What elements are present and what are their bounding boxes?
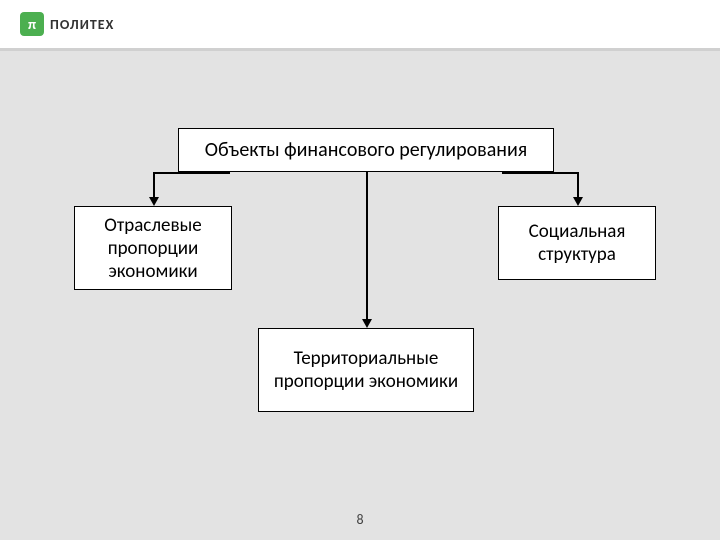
edge-1-head [149, 197, 159, 206]
node-root: Объекты финансового регулирования [178, 128, 554, 172]
edge-3-head [573, 197, 583, 206]
logo-icon: π [20, 12, 44, 36]
edge-1-h [153, 172, 230, 174]
diagram-canvas: Объекты финансового регулирования Отрасл… [0, 48, 720, 498]
edge-3-h [502, 172, 578, 174]
logo-text: ПОЛИТЕХ [50, 16, 114, 33]
node-child2-label: Территориальные пропорции экономики [269, 347, 463, 393]
node-child3-label: Социальная структура [509, 220, 645, 266]
edge-3-v [577, 172, 579, 198]
node-child1: Отраслевые пропорции экономики [74, 206, 232, 290]
slide-header: π ПОЛИТЕХ [0, 0, 720, 48]
edge-2-v [366, 172, 368, 320]
node-child3: Социальная структура [498, 206, 656, 280]
edge-1-v [153, 172, 155, 198]
node-child1-label: Отраслевые пропорции экономики [85, 214, 221, 283]
page-number: 8 [356, 511, 363, 528]
edge-2-head [362, 319, 372, 328]
node-root-label: Объекты финансового регулирования [205, 138, 528, 162]
logo-symbol: π [28, 16, 36, 33]
node-child2: Территориальные пропорции экономики [258, 328, 474, 412]
